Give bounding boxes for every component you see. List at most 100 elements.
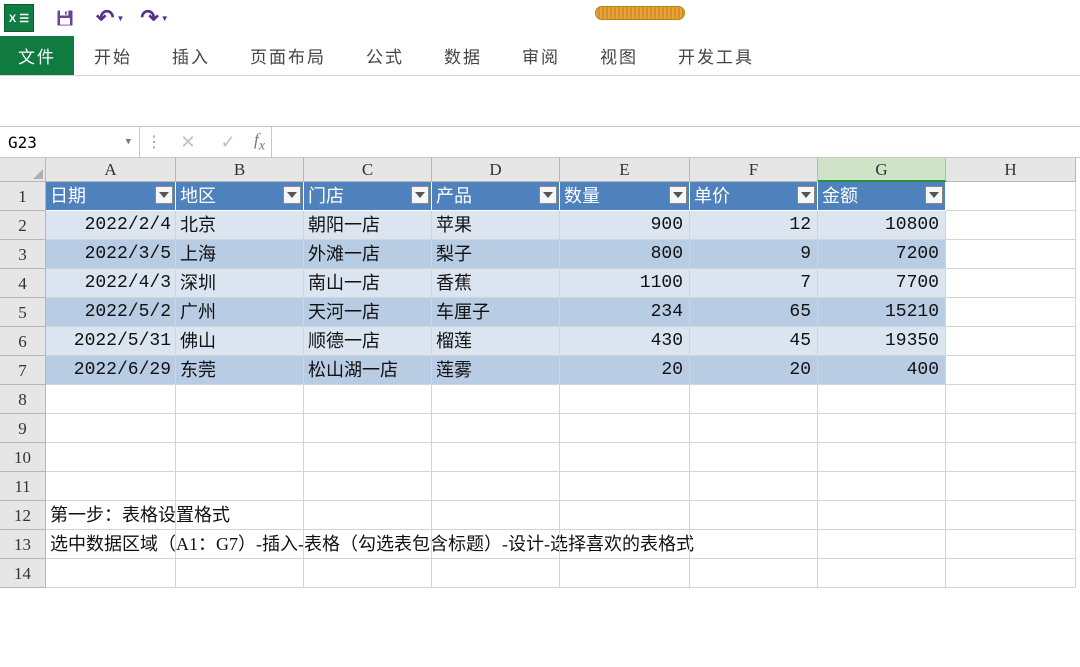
cell-qty[interactable]: 20 [560,356,690,385]
fx-icon[interactable]: fx [248,130,271,154]
cell-date[interactable]: 2022/6/29 [46,356,176,385]
cell[interactable] [946,501,1076,530]
filter-button[interactable] [283,186,301,204]
cell[interactable] [432,472,560,501]
col-header-F[interactable]: F [690,158,818,182]
formula-input[interactable] [271,127,1080,157]
col-header-E[interactable]: E [560,158,690,182]
cell-price[interactable]: 65 [690,298,818,327]
cell-store[interactable]: 朝阳一店 [304,211,432,240]
cell-amount[interactable]: 7200 [818,240,946,269]
cell[interactable] [432,501,560,530]
cell[interactable] [946,327,1076,356]
cell[interactable] [946,472,1076,501]
cell[interactable] [690,472,818,501]
tab-6[interactable]: 视图 [580,36,658,75]
row-header-4[interactable]: 4 [0,269,46,298]
cell-date[interactable]: 2022/2/4 [46,211,176,240]
cell-region[interactable]: 广州 [176,298,304,327]
tab-2[interactable]: 页面布局 [230,36,346,75]
cell[interactable] [560,414,690,443]
cell[interactable] [560,443,690,472]
cell-product[interactable]: 苹果 [432,211,560,240]
cell[interactable] [46,385,176,414]
cell-amount[interactable]: 10800 [818,211,946,240]
save-button[interactable] [50,4,80,32]
col-header-A[interactable]: A [46,158,176,182]
chevron-down-icon[interactable]: ▼ [161,14,169,23]
cell[interactable] [176,443,304,472]
cell[interactable] [946,559,1076,588]
cell-date[interactable]: 2022/5/31 [46,327,176,356]
cell-product[interactable]: 梨子 [432,240,560,269]
cell-amount[interactable]: 15210 [818,298,946,327]
cell[interactable] [690,559,818,588]
tab-1[interactable]: 插入 [152,36,230,75]
table-header[interactable]: 日期 [46,182,176,211]
cell-date[interactable]: 2022/5/2 [46,298,176,327]
filter-button[interactable] [797,186,815,204]
cell[interactable] [304,472,432,501]
cell[interactable] [818,414,946,443]
row-header-11[interactable]: 11 [0,472,46,501]
cells-area[interactable]: 日期地区门店产品数量单价金额2022/2/4北京朝阳一店苹果9001210800… [46,182,1076,588]
cell-product[interactable]: 莲雾 [432,356,560,385]
cell[interactable] [304,501,432,530]
note-text[interactable]: 第一步：表格设置格式 [46,501,176,530]
chevron-down-icon[interactable]: ▼ [126,137,131,147]
cell[interactable] [946,385,1076,414]
cell-amount[interactable]: 400 [818,356,946,385]
cell-product[interactable]: 香蕉 [432,269,560,298]
cell-qty[interactable]: 900 [560,211,690,240]
cell-store[interactable]: 天河一店 [304,298,432,327]
cell[interactable] [946,298,1076,327]
tab-3[interactable]: 公式 [346,36,424,75]
cell[interactable] [818,443,946,472]
table-header[interactable]: 门店 [304,182,432,211]
cell-amount[interactable]: 19350 [818,327,946,356]
table-header[interactable]: 金额 [818,182,946,211]
cell[interactable] [690,414,818,443]
tab-5[interactable]: 审阅 [502,36,580,75]
col-header-B[interactable]: B [176,158,304,182]
cell-store[interactable]: 外滩一店 [304,240,432,269]
cell[interactable] [946,443,1076,472]
cell-product[interactable]: 榴莲 [432,327,560,356]
cell-product[interactable]: 车厘子 [432,298,560,327]
cell[interactable] [818,385,946,414]
table-header[interactable]: 地区 [176,182,304,211]
cell[interactable] [560,559,690,588]
row-header-8[interactable]: 8 [0,385,46,414]
row-header-13[interactable]: 13 [0,530,46,559]
cell[interactable] [46,472,176,501]
cell[interactable] [432,559,560,588]
tab-file[interactable]: 文件 [0,36,74,75]
tab-7[interactable]: 开发工具 [658,36,774,75]
tab-0[interactable]: 开始 [74,36,152,75]
cell[interactable] [946,269,1076,298]
cell[interactable] [176,501,304,530]
cell[interactable] [560,530,690,559]
cell[interactable] [946,211,1076,240]
row-header-5[interactable]: 5 [0,298,46,327]
cell[interactable] [46,414,176,443]
undo-button[interactable]: ↶ ▼ [96,5,124,31]
cell[interactable] [176,414,304,443]
cell[interactable] [818,559,946,588]
cell[interactable] [690,385,818,414]
cell-qty[interactable]: 234 [560,298,690,327]
cell[interactable] [304,559,432,588]
cell[interactable] [946,240,1076,269]
cell-date[interactable]: 2022/3/5 [46,240,176,269]
cell[interactable] [432,530,560,559]
row-header-12[interactable]: 12 [0,501,46,530]
cell-store[interactable]: 松山湖一店 [304,356,432,385]
select-all-corner[interactable] [0,158,46,182]
chevron-down-icon[interactable]: ▼ [116,14,124,23]
filter-button[interactable] [411,186,429,204]
cell-price[interactable]: 20 [690,356,818,385]
cell[interactable] [46,443,176,472]
col-header-G[interactable]: G [818,158,946,182]
expand-formula-icon[interactable]: ⋮ [140,132,168,152]
cell[interactable] [176,385,304,414]
